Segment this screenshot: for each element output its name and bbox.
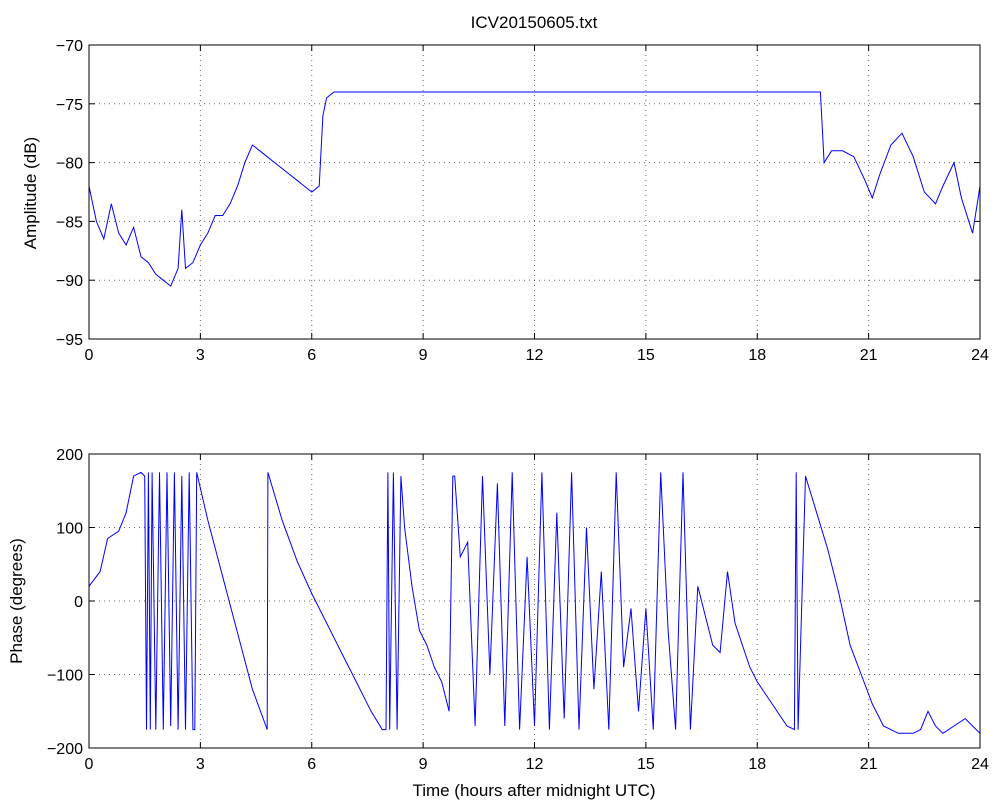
phase-panel: Phase (degrees) Time (hours after midnig… [7,447,989,800]
amplitude-ytick-label-4: −75 [56,97,83,114]
phase-ylabel: Phase (degrees) [7,538,26,664]
amplitude-xtick-label-8: 24 [971,347,989,364]
phase-ytick-label-3: 100 [56,521,83,538]
amplitude-xtick-label-1: 3 [196,347,205,364]
phase-xtick-label-6: 18 [748,756,766,773]
phase-xtick-label-3: 9 [419,756,428,773]
amplitude-ytick-label-1: −90 [56,273,83,290]
amplitude-xtick-label-2: 6 [307,347,316,364]
amplitude-panel: Amplitude (dB) 0 3 6 9 12 15 18 21 24 −95 −90 −85 −8… [21,38,989,364]
amplitude-axes-frame [88,44,981,340]
amplitude-ytick-label-0: −95 [56,332,83,349]
phase-ytick-label-1: −100 [47,668,83,685]
amplitude-xtick-label-5: 15 [637,347,655,364]
phase-xtick-label-5: 15 [637,756,655,773]
phase-xtick-label-7: 21 [860,756,878,773]
amplitude-xtick-label-0: 0 [85,347,94,364]
phase-xtick-label-0: 0 [85,756,94,773]
phase-xtick-label-8: 24 [971,756,989,773]
amplitude-xtick-label-3: 9 [419,347,428,364]
time-xlabel: Time (hours after midnight UTC) [412,781,655,800]
amplitude-xtick-label-4: 12 [526,347,544,364]
amplitude-xtick-label-6: 18 [748,347,766,364]
phase-ytick-label-2: 0 [74,594,83,611]
phase-series-line [88,471,981,734]
amplitude-series-line [88,91,981,287]
phase-ytick-label-0: −200 [47,741,83,758]
chart-title: ICV20150605.txt [471,13,598,32]
phase-ytick-label-4: 200 [56,447,83,464]
amplitude-ytick-label-5: −70 [56,38,83,55]
amplitude-ylabel: Amplitude (dB) [21,137,40,249]
amplitude-ytick-label-3: −80 [56,156,83,173]
phase-xtick-label-4: 12 [526,756,544,773]
phase-xtick-label-2: 6 [307,756,316,773]
amplitude-ytick-label-2: −85 [56,214,83,231]
phase-xtick-label-1: 3 [196,756,205,773]
amplitude-xtick-label-7: 21 [860,347,878,364]
